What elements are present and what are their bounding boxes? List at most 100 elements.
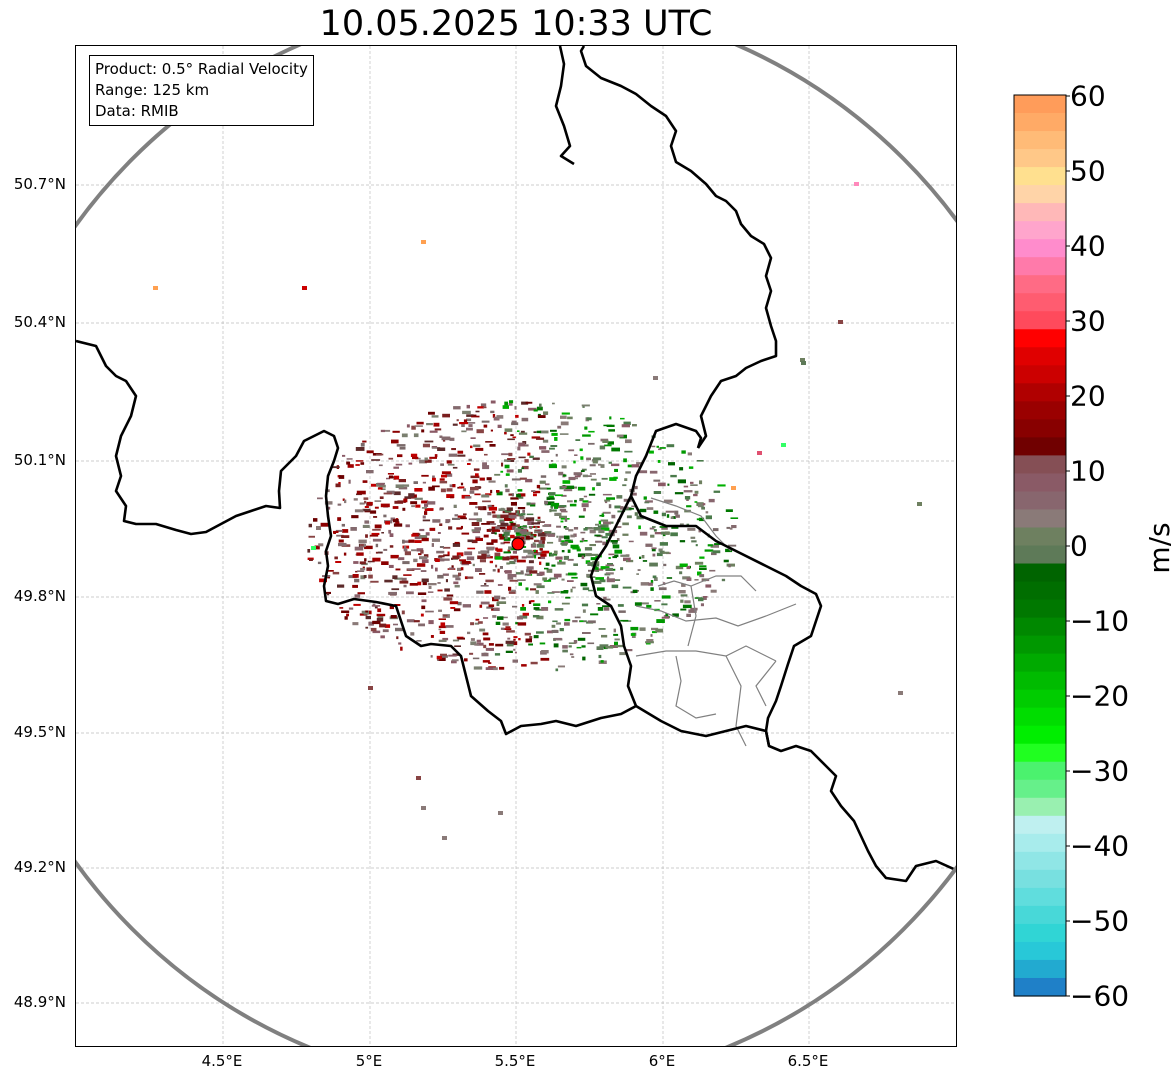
- velocity-echo-pixel: [319, 578, 327, 583]
- colorbar-band: [1014, 941, 1066, 961]
- velocity-echo-pixel: [463, 488, 466, 492]
- velocity-echo-pixel: [440, 488, 446, 493]
- velocity-echo-pixel: [355, 460, 364, 462]
- velocity-echo-pixel: [705, 511, 709, 514]
- velocity-echo-pixel: [699, 567, 707, 570]
- velocity-echo-pixel: [360, 462, 365, 465]
- velocity-echo-pixel: [351, 515, 359, 519]
- velocity-echo-pixel: [518, 496, 524, 499]
- velocity-echo-pixel: [517, 507, 526, 510]
- velocity-echo-pixel: [623, 458, 627, 463]
- velocity-echo-pixel: [560, 415, 567, 419]
- velocity-echo-pixel: [464, 658, 468, 662]
- velocity-echo-pixel: [370, 627, 377, 632]
- radar-map: [75, 45, 957, 1047]
- velocity-echo-pixel: [563, 474, 567, 477]
- velocity-echo-pixel: [376, 613, 386, 617]
- velocity-echo-pixel: [699, 480, 703, 485]
- velocity-echo-pixel: [488, 662, 492, 664]
- velocity-echo-pixel: [567, 580, 574, 582]
- velocity-echo-pixel: [517, 430, 520, 432]
- velocity-echo-pixel: [704, 549, 714, 552]
- velocity-echo-pixel: [414, 536, 421, 540]
- velocity-echo-pixel: [705, 515, 712, 520]
- colorbar-unit-label: m/s: [1143, 522, 1171, 574]
- velocity-echo-pixel: [393, 466, 399, 469]
- velocity-echo-pixel: [504, 464, 510, 469]
- velocity-echo-pixel: [632, 424, 637, 427]
- velocity-echo-pixel: [601, 513, 604, 517]
- velocity-echo-pixel: [404, 551, 411, 556]
- velocity-echo-pixel: [460, 567, 464, 571]
- velocity-echo-pixel: [383, 548, 388, 551]
- velocity-echo-pixel: [557, 561, 566, 565]
- colorbar-band: [1014, 257, 1066, 276]
- velocity-echo-pixel: [526, 566, 534, 570]
- velocity-echo-pixel: [507, 577, 514, 580]
- velocity-echo-pixel: [573, 460, 576, 464]
- velocity-echo-pixel: [561, 541, 568, 546]
- velocity-echo-pixel: [568, 476, 576, 481]
- velocity-echo-pixel: [696, 518, 701, 521]
- velocity-echo-pixel: [582, 434, 591, 437]
- velocity-echo-pixel: [483, 617, 489, 619]
- velocity-echo-pixel: [614, 468, 618, 472]
- velocity-echo-pixel: [582, 500, 589, 503]
- velocity-echo-pixel: [555, 453, 558, 457]
- velocity-echo-pixel: [521, 526, 528, 529]
- velocity-echo-pixel: [495, 564, 498, 568]
- colorbar-band: [1014, 653, 1066, 673]
- velocity-echo-pixel: [541, 450, 550, 453]
- velocity-echo-pixel: [439, 435, 443, 438]
- velocity-echo-pixel: [481, 552, 487, 557]
- velocity-echo-pixel: [554, 437, 558, 441]
- velocity-echo-pixel: [561, 465, 567, 469]
- velocity-echo-pixel: [486, 521, 495, 524]
- velocity-echo-pixel: [486, 606, 493, 609]
- velocity-echo-pixel: [538, 487, 548, 490]
- colorbar-band: [1014, 599, 1066, 619]
- velocity-echo-pixel: [317, 561, 322, 565]
- velocity-echo-pixel: [683, 485, 689, 488]
- velocity-echo-pixel: [442, 413, 450, 418]
- velocity-echo-pixel: [519, 615, 528, 619]
- velocity-echo-pixel: [495, 643, 504, 647]
- lat-tick-label: 49.8°N: [13, 587, 66, 605]
- velocity-echo-pixel: [404, 496, 412, 499]
- velocity-echo-pixel: [564, 541, 569, 544]
- velocity-echo-pixel: [456, 527, 463, 530]
- velocity-echo-pixel: [624, 450, 633, 453]
- colorbar-band: [1014, 977, 1066, 997]
- velocity-echo-pixel: [558, 538, 562, 542]
- velocity-echo-pixel: [484, 590, 492, 594]
- velocity-echo-pixel: [611, 584, 619, 589]
- velocity-echo-pixel: [395, 521, 400, 524]
- velocity-echo-pixel: [684, 496, 691, 500]
- velocity-echo-pixel: [521, 604, 525, 607]
- velocity-echo-pixel: [417, 592, 427, 595]
- velocity-echo-pixel: [475, 536, 481, 539]
- velocity-echo-pixel: [377, 615, 384, 618]
- velocity-echo-pixel: [600, 519, 609, 522]
- velocity-echo-pixel: [540, 553, 547, 557]
- velocity-echo-pixel: [620, 619, 629, 622]
- velocity-echo-pixel: [614, 554, 619, 558]
- velocity-echo-pixel: [392, 575, 398, 579]
- velocity-echo-pixel: [519, 531, 527, 534]
- velocity-echo-pixel: [536, 615, 544, 620]
- velocity-echo-pixel: [442, 573, 449, 576]
- velocity-echo-pixel: [622, 522, 629, 526]
- velocity-echo-pixel: [368, 621, 374, 626]
- velocity-echo-pixel: [451, 565, 454, 569]
- velocity-echo-pixel: [364, 500, 367, 504]
- colorbar-band: [1014, 311, 1066, 330]
- velocity-echo-pixel: [483, 644, 487, 649]
- velocity-echo-pixel: [550, 506, 554, 509]
- velocity-echo-pixel: [666, 514, 670, 518]
- velocity-echo-pixel: [620, 417, 625, 420]
- velocity-echo-pixel: [508, 586, 512, 591]
- velocity-echo-pixel: [602, 605, 611, 608]
- colorbar-tick-label: −50: [1070, 904, 1130, 938]
- velocity-echo-pixel: [517, 489, 523, 492]
- velocity-echo-pixel: [564, 618, 571, 622]
